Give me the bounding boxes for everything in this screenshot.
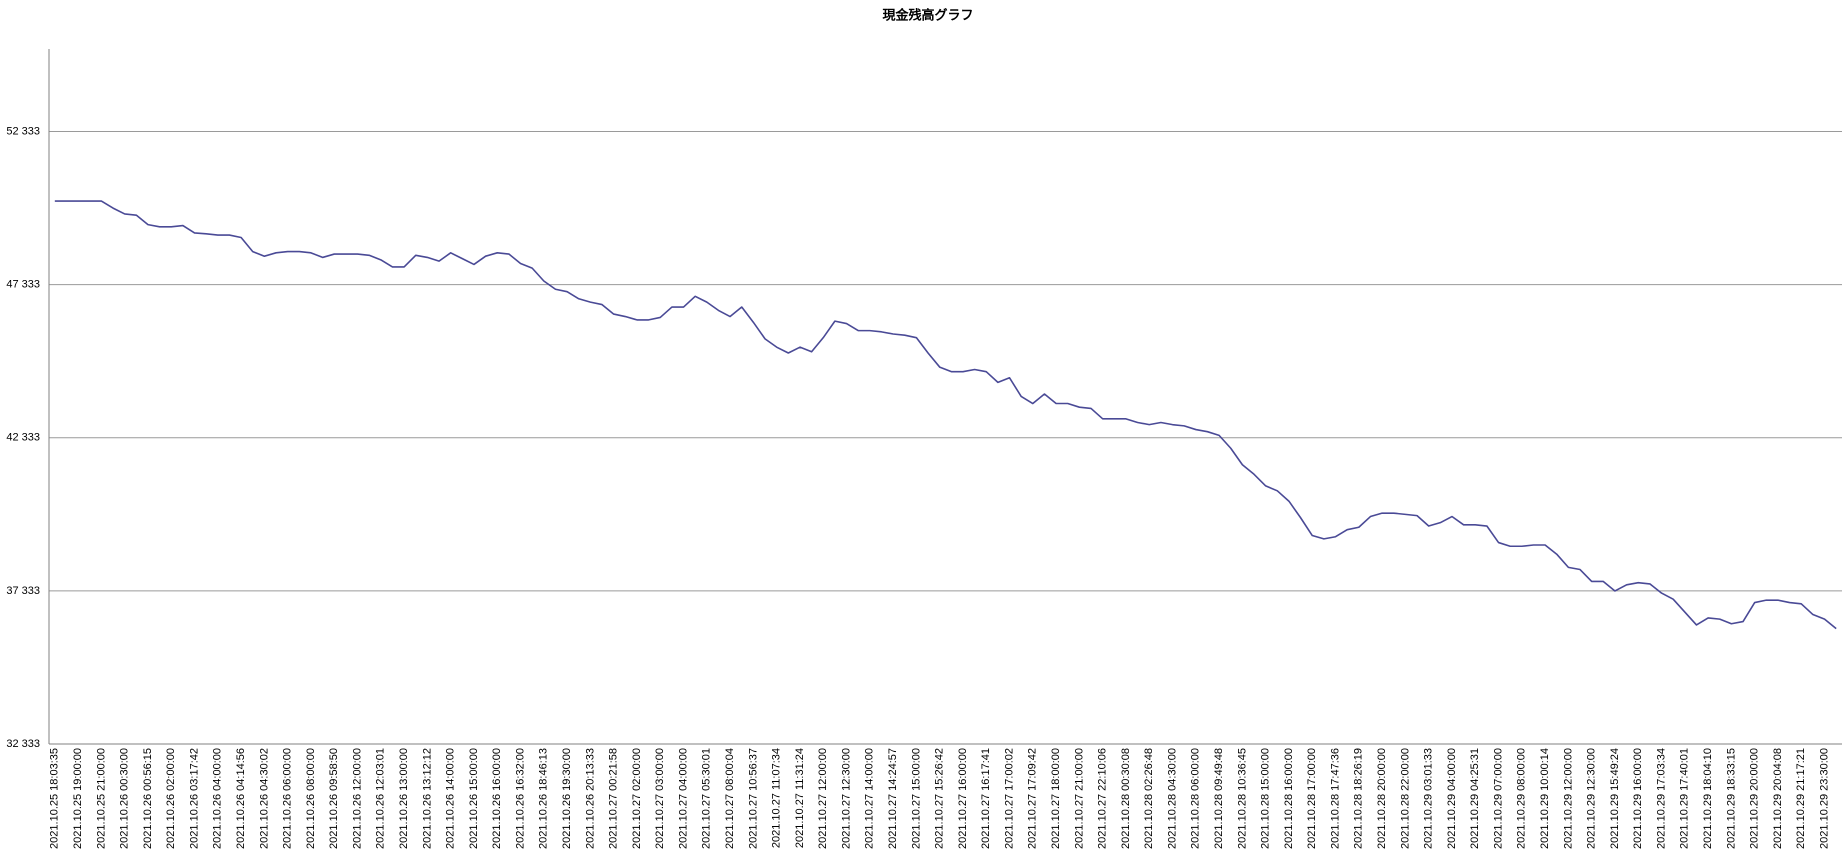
x-tick-label: 2021.10.27 16:17:41 — [980, 748, 992, 849]
x-tick-label: 2021.10.25 18:03:35 — [49, 748, 61, 849]
x-tick-label: 2021.10.27 15:26:42 — [934, 748, 946, 849]
x-tick-label: 2021.10.28 22:00:00 — [1399, 748, 1411, 849]
x-tick-label: 2021.10.28 20:00:00 — [1376, 748, 1388, 849]
x-tick-label: 2021.10.29 17:40:01 — [1679, 748, 1691, 849]
x-tick-label: 2021.10.26 13:00:00 — [398, 748, 410, 849]
x-tick-label: 2021.10.27 15:00:00 — [910, 748, 922, 849]
x-tick-label: 2021.10.27 03:00:00 — [654, 748, 666, 849]
x-tick-label: 2021.10.29 16:00:00 — [1632, 748, 1644, 849]
x-tick-label: 2021.10.29 23:30:00 — [1818, 748, 1830, 849]
x-tick-label: 2021.10.26 18:46:13 — [538, 748, 550, 849]
x-tick-label: 2021.10.28 10:36:45 — [1236, 748, 1248, 849]
x-tick-label: 2021.10.26 04:14:56 — [235, 748, 247, 849]
x-tick-label: 2021.10.26 13:12:12 — [421, 748, 433, 849]
x-tick-label: 2021.10.26 19:30:00 — [561, 748, 573, 849]
x-tick-label: 2021.10.26 16:00:00 — [491, 748, 503, 849]
x-tick-label: 2021.10.27 08:00:04 — [724, 748, 736, 849]
x-tick-label: 2021.10.26 09:58:50 — [328, 748, 340, 849]
x-tick-label: 2021.10.28 15:00:00 — [1260, 748, 1272, 849]
x-tick-label: 2021.10.26 02:00:00 — [165, 748, 177, 849]
x-tick-label: 2021.10.28 09:49:48 — [1213, 748, 1225, 849]
x-tick-label: 2021.10.27 16:00:00 — [957, 748, 969, 849]
x-tick-label: 2021.10.27 14:00:00 — [864, 748, 876, 849]
x-tick-label: 2021.10.29 20:00:00 — [1749, 748, 1761, 849]
x-tick-label: 2021.10.29 15:49:24 — [1609, 748, 1621, 849]
x-tick-label: 2021.10.27 14:24:57 — [887, 748, 899, 849]
x-tick-label: 2021.10.26 08:00:00 — [305, 748, 317, 849]
y-tick-label: 47 333 — [6, 278, 40, 290]
x-tick-label: 2021.10.29 18:33:15 — [1725, 748, 1737, 849]
x-tick-label: 2021.10.28 04:30:00 — [1166, 748, 1178, 849]
x-tick-label: 2021.10.27 17:00:02 — [1003, 748, 1015, 849]
x-tick-label: 2021.10.27 05:30:01 — [701, 748, 713, 849]
y-tick-label: 52 333 — [6, 125, 40, 137]
x-tick-label: 2021.10.26 12:00:00 — [351, 748, 363, 849]
x-tick-label: 2021.10.27 12:00:00 — [817, 748, 829, 849]
x-tick-label: 2021.10.28 06:00:00 — [1190, 748, 1202, 849]
x-tick-label: 2021.10.28 17:47:36 — [1329, 748, 1341, 849]
y-tick-label: 32 333 — [6, 738, 40, 750]
x-tick-label: 2021.10.29 17:03:34 — [1655, 748, 1667, 849]
chart-title: 現金残高グラフ — [882, 7, 973, 22]
x-tick-label: 2021.10.27 17:09:42 — [1027, 748, 1039, 849]
x-tick-label: 2021.10.29 21:17:21 — [1795, 748, 1807, 849]
x-tick-label: 2021.10.27 04:00:00 — [677, 748, 689, 849]
x-tick-label: 2021.10.28 16:00:00 — [1283, 748, 1295, 849]
x-tick-label: 2021.10.26 06:00:00 — [282, 748, 294, 849]
x-tick-label: 2021.10.28 17:00:00 — [1306, 748, 1318, 849]
x-tick-label: 2021.10.26 04:30:02 — [258, 748, 270, 849]
x-tick-label: 2021.10.26 15:00:00 — [468, 748, 480, 849]
x-tick-label: 2021.10.29 20:04:08 — [1772, 748, 1784, 849]
x-tick-label: 2021.10.29 08:00:00 — [1516, 748, 1528, 849]
x-tick-label: 2021.10.28 18:26:19 — [1353, 748, 1365, 849]
x-tick-label: 2021.10.27 10:56:37 — [747, 748, 759, 849]
x-tick-label: 2021.10.27 22:10:06 — [1097, 748, 1109, 849]
x-tick-label: 2021.10.28 00:30:08 — [1120, 748, 1132, 849]
x-tick-label: 2021.10.29 18:04:10 — [1702, 748, 1714, 849]
x-tick-label: 2021.10.25 19:00:00 — [72, 748, 84, 849]
x-tick-label: 2021.10.29 03:01:33 — [1423, 748, 1435, 849]
x-tick-label: 2021.10.27 12:30:00 — [840, 748, 852, 849]
x-tick-label: 2021.10.27 00:21:58 — [608, 748, 620, 849]
x-tick-label: 2021.10.26 14:00:00 — [445, 748, 457, 849]
x-tick-label: 2021.10.29 07:00:00 — [1492, 748, 1504, 849]
x-tick-label: 2021.10.28 02:26:48 — [1143, 748, 1155, 849]
x-tick-label: 2021.10.27 21:00:00 — [1073, 748, 1085, 849]
x-tick-label: 2021.10.29 12:00:00 — [1562, 748, 1574, 849]
x-tick-label: 2021.10.27 11:07:34 — [771, 748, 783, 848]
x-tick-label: 2021.10.26 03:17:42 — [188, 748, 200, 849]
x-tick-label: 2021.10.27 18:00:00 — [1050, 748, 1062, 849]
x-tick-label: 2021.10.26 04:00:00 — [212, 748, 224, 849]
x-tick-label: 2021.10.26 00:30:00 — [119, 748, 131, 849]
x-tick-label: 2021.10.26 00:56:15 — [142, 748, 154, 849]
x-tick-label: 2021.10.26 20:13:33 — [584, 748, 596, 849]
x-tick-label: 2021.10.26 16:32:00 — [514, 748, 526, 849]
x-tick-label: 2021.10.29 04:25:31 — [1469, 748, 1481, 849]
x-tick-label: 2021.10.26 12:03:01 — [375, 748, 387, 849]
x-tick-label: 2021.10.27 11:31:24 — [794, 748, 806, 848]
x-tick-label: 2021.10.29 10:00:14 — [1539, 748, 1551, 849]
y-tick-label: 37 333 — [6, 585, 40, 597]
x-tick-label: 2021.10.29 12:30:00 — [1586, 748, 1598, 849]
x-tick-label: 2021.10.29 04:00:00 — [1446, 748, 1458, 849]
y-tick-label: 42 333 — [6, 432, 40, 444]
x-tick-label: 2021.10.25 21:00:00 — [95, 748, 107, 849]
data-line — [54, 200, 1837, 630]
x-tick-label: 2021.10.27 02:00:00 — [631, 748, 643, 849]
